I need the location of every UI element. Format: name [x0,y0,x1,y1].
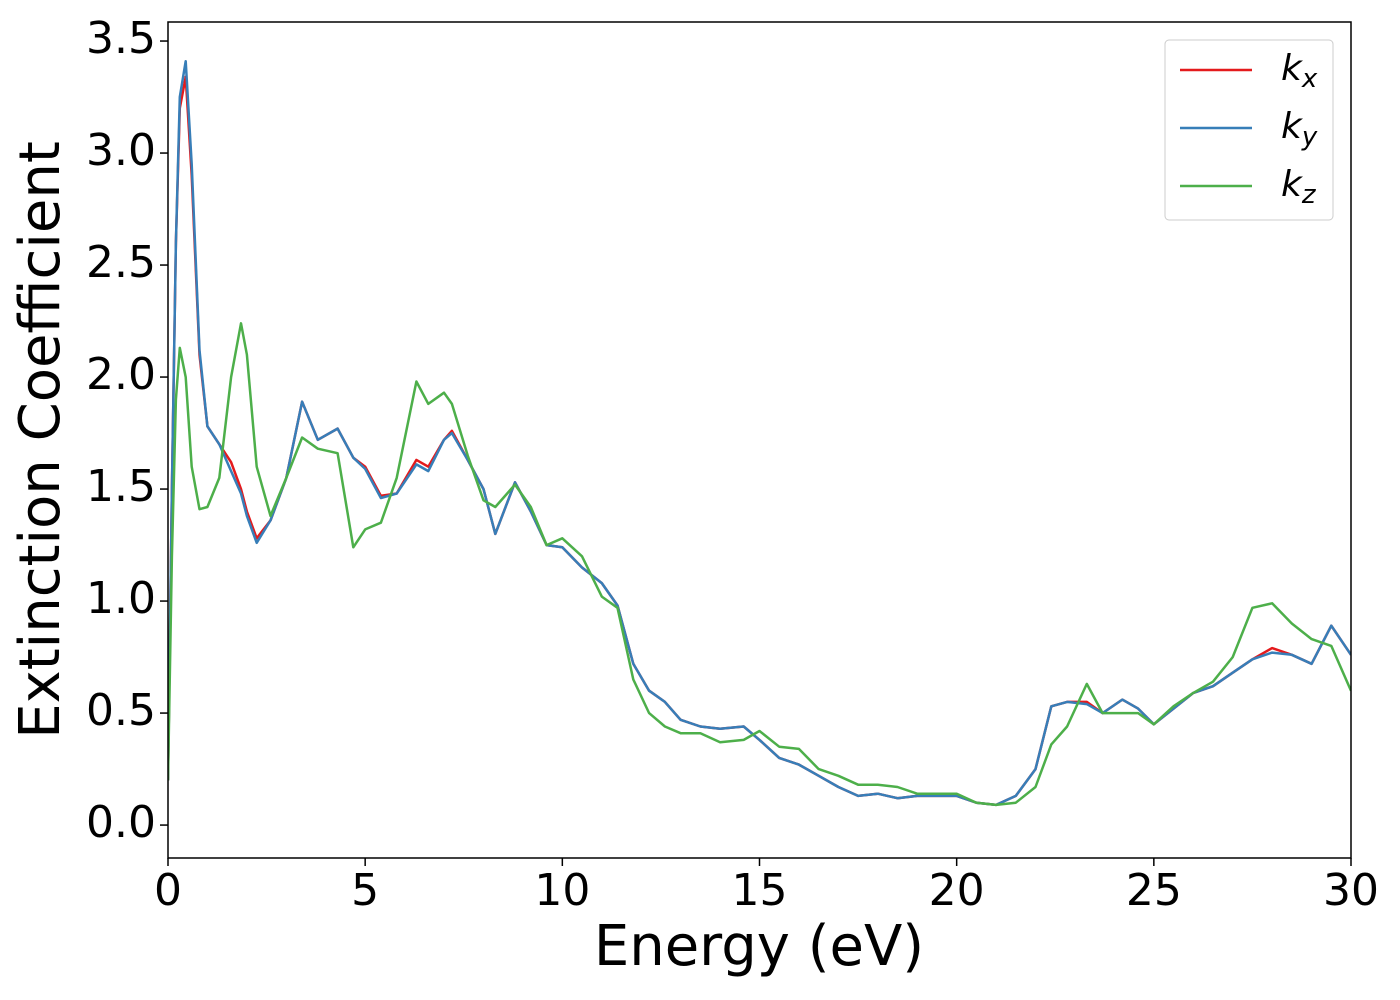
y-tick-label: 3.5 [86,13,156,64]
legend-label: kz [1281,164,1317,210]
legend-box [1164,39,1334,221]
legend-label: kx [1281,48,1318,94]
y-tick-label: 2.5 [86,237,156,288]
x-tick-label: 30 [1323,865,1379,916]
y-tick-label: 3.0 [86,125,156,176]
y-tick-label: 0.5 [86,685,156,736]
x-tick-label: 25 [1126,865,1182,916]
y-tick-label: 0.0 [86,797,156,848]
series-line [168,59,1351,807]
plot-frame [167,21,1352,859]
legend-label: ky [1281,106,1318,152]
x-tick-label: 10 [534,865,590,916]
y-axis-label: Extinction Coefficient [8,141,73,739]
x-tick-label: 20 [929,865,985,916]
x-tick-label: 15 [732,865,788,916]
y-tick-label: 2.0 [86,349,156,400]
y-tick-label: 1.0 [86,573,156,624]
x-tick-label: 5 [351,865,379,916]
series-line [168,322,1351,807]
x-axis-label: Energy (eV) [594,914,924,979]
x-tick-label: 0 [154,865,182,916]
y-tick-label: 1.5 [86,461,156,512]
